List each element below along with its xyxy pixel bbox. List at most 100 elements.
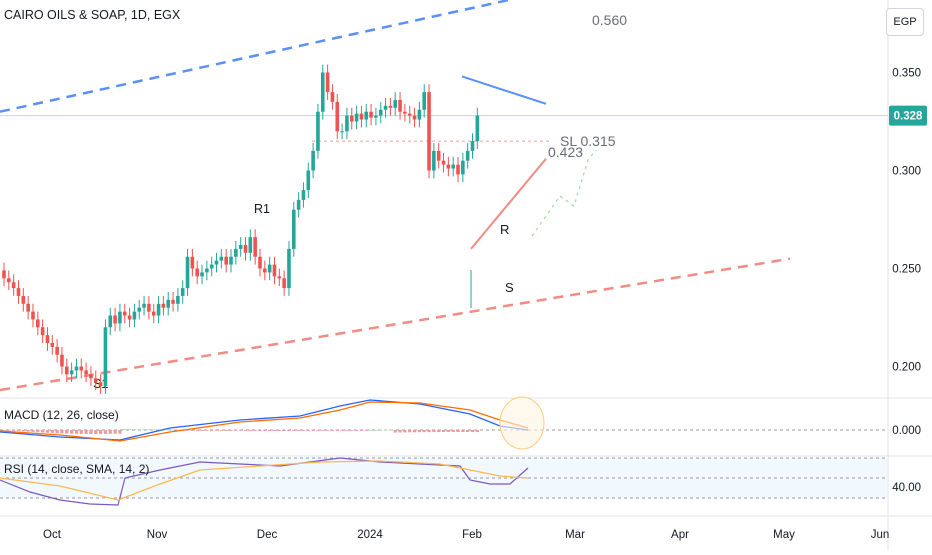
candle-body (74, 366, 79, 371)
symbol-title: CAIRO OILS & SOAP, 1D, EGX (4, 8, 181, 22)
candle-body (354, 113, 359, 122)
candle-body (142, 303, 146, 308)
candle-body (166, 299, 171, 308)
macd-hist-bar (31, 430, 35, 432)
candle-body (253, 237, 257, 257)
y-tick-label: 0.300 (892, 166, 921, 178)
candle-body (403, 111, 407, 114)
s-label: S (505, 280, 514, 295)
macd-hist-bar (108, 430, 112, 434)
macd-hist-bar (427, 430, 431, 433)
macd-hist-bar (311, 430, 315, 431)
r1-trendline (0, 0, 515, 113)
candle-body (330, 92, 335, 102)
candle-body (248, 237, 253, 253)
candle-body (190, 256, 195, 269)
macd-hist-bar (287, 430, 291, 431)
macd-hist-bar (297, 430, 301, 431)
macd-hist-bar (403, 430, 407, 433)
signal-line (0, 401, 529, 442)
candle-body (195, 268, 199, 277)
macd-hist-bar (79, 430, 83, 434)
macd-hist-bar (258, 430, 262, 431)
candle-body (325, 72, 330, 93)
macd-hist-bar (354, 430, 359, 431)
candle-body (122, 311, 127, 316)
candle-body (171, 299, 175, 304)
candle-body (475, 115, 480, 142)
macd-hist-bar (292, 430, 296, 431)
macd-hist-bar (214, 430, 219, 431)
macd-hist-bar (461, 430, 465, 433)
candle-body (93, 378, 98, 383)
candle-body (45, 335, 50, 343)
macd-hist-bar (224, 430, 228, 431)
currency-button[interactable]: EGP (886, 8, 924, 36)
macd-tick-label: 0.000 (892, 425, 921, 437)
candle-body (64, 366, 69, 375)
macd-hist-bar (350, 430, 354, 431)
candle-body (422, 92, 427, 110)
macd-hist-bar (132, 429, 137, 431)
r-line (461, 75, 547, 105)
candle-body (432, 150, 436, 171)
candle-body (470, 141, 475, 151)
candle-body (258, 256, 262, 269)
candle-body (50, 342, 55, 347)
macd-hist-bar (374, 429, 378, 431)
candle-body (441, 160, 446, 165)
macd-hist-bar (65, 430, 69, 434)
candle-body (40, 327, 45, 336)
macd-hist-bar (475, 430, 479, 433)
candle-body (219, 256, 224, 261)
candle-body (378, 109, 383, 116)
macd-hist-bar (142, 429, 146, 431)
macd-hist-bar (36, 430, 40, 433)
candle-body (103, 327, 108, 387)
macd-histogram (2, 429, 479, 434)
macd-hist-bar (185, 430, 190, 431)
macd-hist-bar (60, 430, 64, 434)
rsi-sma-line (0, 460, 529, 501)
candle-body (11, 282, 16, 289)
candle-body (127, 315, 132, 320)
macd-hist-bar (393, 430, 397, 433)
candle-body (185, 256, 190, 289)
macd-hist-bar (253, 430, 257, 431)
macd-hist-bar (248, 430, 252, 431)
candle-body (345, 115, 349, 132)
macd-hist-bar (470, 430, 475, 433)
macd-hist-bar (103, 430, 108, 434)
candle-body (456, 164, 460, 175)
macd-hist-bar (84, 430, 88, 434)
macd-hist-bar (74, 430, 79, 434)
candle-body (132, 311, 137, 320)
s1-trendline (0, 257, 791, 392)
candle-body (292, 209, 296, 249)
top-value-label: 0.560 (592, 12, 628, 28)
macd-hist-bar (55, 430, 59, 434)
candle-body (69, 370, 74, 375)
macd-hist-bar (45, 430, 50, 433)
macd-hist-bar (412, 430, 417, 433)
macd-hist-bar (277, 430, 281, 431)
macd-hist-bar (7, 430, 11, 431)
candle-body (369, 111, 373, 118)
rsi-tick-label: 40.00 (892, 482, 921, 494)
candle-body (7, 278, 11, 283)
macd-hist-bar (12, 430, 16, 431)
candle-body (451, 164, 455, 169)
macd-hist-bar (383, 429, 388, 431)
macd-hist-bar (200, 430, 204, 431)
macd-hist-bar (306, 430, 310, 431)
macd-hist-bar (123, 429, 127, 430)
candle-body (267, 264, 272, 273)
y-tick-label: 0.350 (892, 68, 921, 80)
candle-body (306, 170, 311, 191)
rsi-line (0, 457, 529, 506)
macd-hist-bar (417, 430, 421, 433)
candle-body (263, 268, 267, 273)
candle-body (316, 111, 320, 151)
